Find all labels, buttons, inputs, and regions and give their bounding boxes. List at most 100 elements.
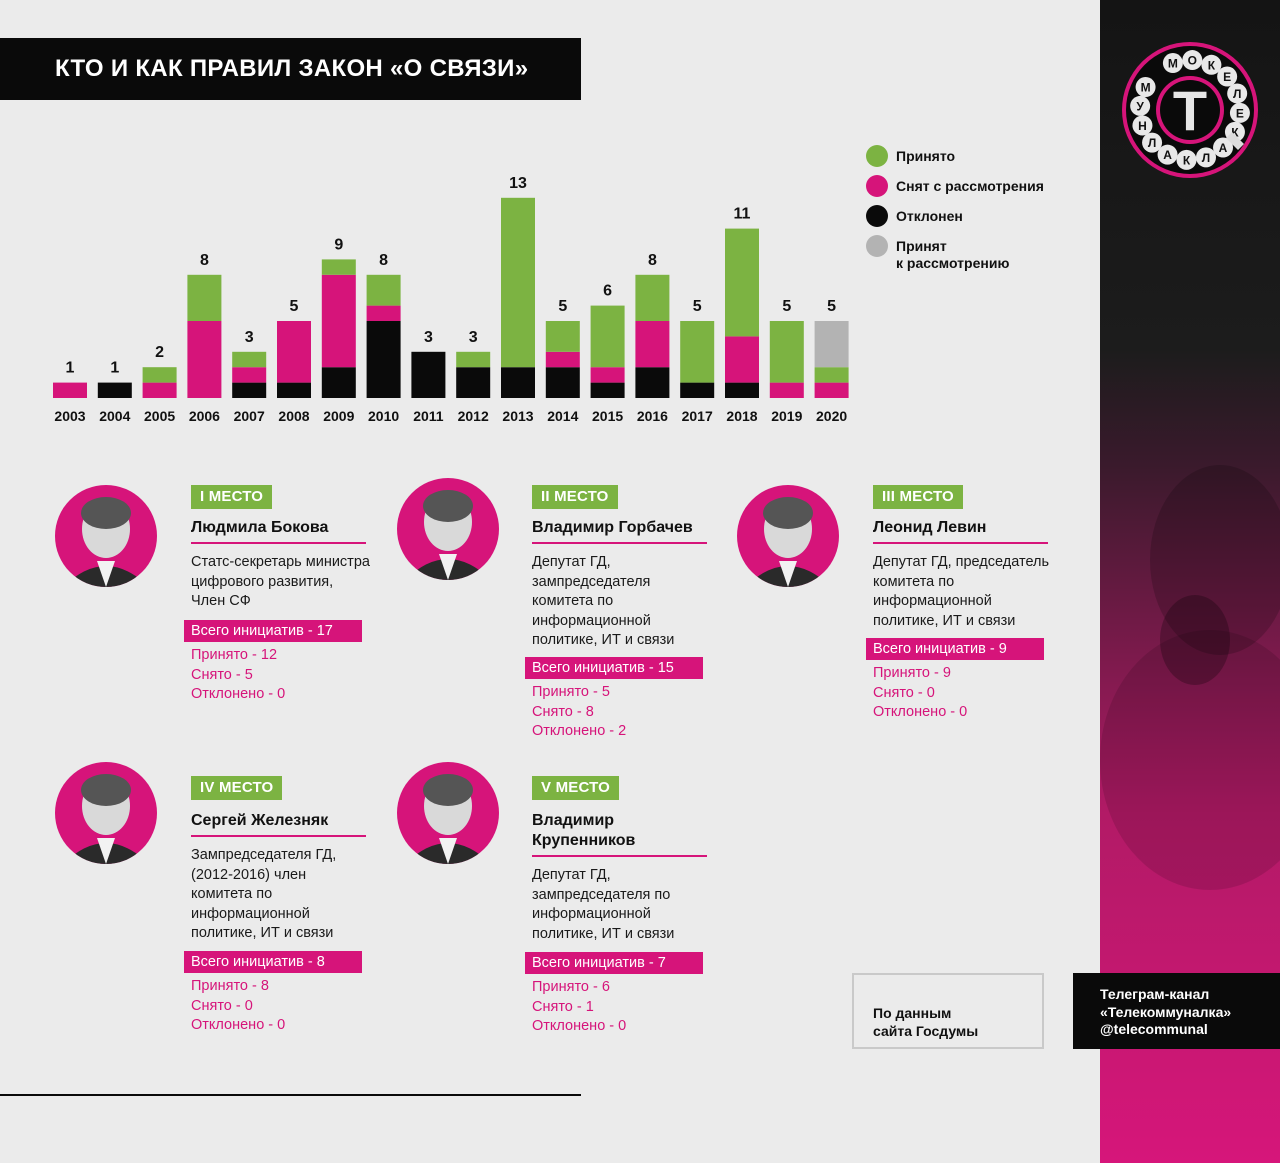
stat-line: Отклонено - 0 <box>873 704 968 720</box>
logo-letter: А <box>1219 141 1228 155</box>
stat-line: Принято - 8 <box>191 978 269 994</box>
person-name: Владимир Крупенников <box>532 811 707 857</box>
person-role: Депутат ГД, председатель комитета по инф… <box>873 554 1050 629</box>
rank-badge: V МЕСТО <box>532 776 619 800</box>
bottom-divider <box>0 1094 581 1096</box>
x-tick-label: 2009 <box>323 408 354 424</box>
stat-line: Принято - 5 <box>532 684 610 700</box>
x-tick-label: 2006 <box>189 408 220 424</box>
person-photo <box>397 762 499 864</box>
logo-letter: У <box>1136 99 1144 113</box>
bar-segment <box>680 382 715 398</box>
bar-segment <box>545 367 580 398</box>
legend-item: Отклонен <box>866 205 1044 227</box>
bar-total-label: 3 <box>245 329 254 346</box>
bar-total-label: 9 <box>334 236 343 253</box>
bar-segment <box>321 274 356 368</box>
person-photo <box>737 485 839 587</box>
bar-segment <box>635 274 670 321</box>
bar-segment <box>232 382 267 398</box>
bar-segment <box>814 382 849 398</box>
x-tick-label: 2014 <box>547 408 578 424</box>
rank-badge: IV МЕСТО <box>191 776 283 800</box>
x-tick-label: 2017 <box>682 408 713 424</box>
legend-label: Снят с рассмотрения <box>896 178 1044 194</box>
page-title: КТО И КАК ПРАВИЛ ЗАКОН «О СВЯЗИ» <box>0 38 581 100</box>
stat-line: Снято - 0 <box>873 684 935 701</box>
person-role: Депутат ГД, зампредседателя по информаци… <box>532 867 675 942</box>
x-tick-label: 2015 <box>592 408 623 424</box>
total-initiatives: Всего инициатив - 8 <box>184 951 362 973</box>
bar-total-label: 5 <box>782 298 791 315</box>
bar-total-label: 6 <box>603 283 612 300</box>
bar-segment <box>277 321 311 383</box>
bar-segment <box>97 382 132 398</box>
person-name: Сергей Железняк <box>191 811 366 837</box>
x-tick-label: 2018 <box>726 408 757 424</box>
stat-line: Снято - 0 <box>191 997 253 1014</box>
bar-segment <box>366 321 401 398</box>
stat-line: Снято - 5 <box>191 666 253 683</box>
logo-letter: Л <box>1233 87 1241 101</box>
x-tick-label: 2013 <box>502 408 533 424</box>
rank-badge: III МЕСТО <box>873 485 963 509</box>
bar-segment <box>545 351 580 368</box>
bar-segment <box>187 321 222 398</box>
bar-segment <box>769 382 804 398</box>
stat-line: Принято - 6 <box>532 979 610 995</box>
bar-segment <box>590 305 625 368</box>
bar-segment <box>366 305 401 321</box>
x-tick-label: 2003 <box>54 408 85 424</box>
bar-segment <box>680 321 715 383</box>
logo-letter: К <box>1231 125 1239 139</box>
x-tick-label: 2007 <box>234 408 265 424</box>
bar-segment <box>53 382 87 398</box>
bar-segment <box>321 367 356 398</box>
bar-total-label: 8 <box>379 252 388 269</box>
bar-segment <box>232 351 267 368</box>
bar-segment <box>456 367 491 398</box>
bar-segment <box>635 321 670 368</box>
right-decor-band <box>1100 0 1280 1163</box>
total-initiatives: Всего инициатив - 9 <box>866 638 1044 660</box>
legend-swatch <box>866 175 888 197</box>
bar-total-label: 3 <box>424 329 433 346</box>
logo-letter: Е <box>1223 70 1231 84</box>
stat-line: Отклонено - 0 <box>532 1018 627 1034</box>
x-tick-label: 2012 <box>458 408 489 424</box>
initiative-stats: Принято - 8 Снято - 0 Отклонено - 0 <box>191 977 285 1036</box>
total-initiatives: Всего инициатив - 17 <box>184 620 362 642</box>
stat-line: Снято - 8 <box>532 703 594 720</box>
bar-total-label: 3 <box>469 329 478 346</box>
bar-segment <box>814 367 849 383</box>
bar-total-label: 5 <box>693 298 702 315</box>
bar-total-label: 11 <box>734 206 751 223</box>
x-tick-label: 2010 <box>368 408 399 424</box>
initiative-stats: Принято - 6 Снято - 1 Отклонено - 0 <box>532 978 626 1037</box>
bar-segment <box>501 197 535 368</box>
stat-line: Отклонено - 2 <box>532 723 627 739</box>
legend-swatch <box>866 145 888 167</box>
legend-label: Принят к рассмотрению <box>896 238 1010 271</box>
chart-legend: Принято Снят с рассмотрения Отклонен Принят… <box>866 145 1044 280</box>
bar-segment <box>501 367 535 398</box>
bar-segment <box>725 228 759 337</box>
svg-text:Т: Т <box>1173 79 1207 142</box>
total-initiatives: Всего инициатив - 15 <box>525 657 703 679</box>
person-photo <box>55 762 157 864</box>
bar-segment <box>232 367 267 383</box>
logo-letter: К <box>1208 58 1216 72</box>
initiative-stats: Принято - 9 Снято - 0 Отклонено - 0 <box>873 664 967 723</box>
rank-badge: I МЕСТО <box>191 485 273 509</box>
bar-segment <box>545 321 580 352</box>
bar-segment <box>277 382 311 398</box>
bar-segment <box>725 382 759 398</box>
bar-segment <box>187 274 222 321</box>
logo-letter: К <box>1183 153 1191 167</box>
bar-segment <box>142 382 177 398</box>
person-name: Людмила Бокова <box>191 518 366 544</box>
bar-segment <box>635 367 670 398</box>
person-name: Леонид Левин <box>873 518 1048 544</box>
stat-line: Принято - 9 <box>873 665 951 681</box>
